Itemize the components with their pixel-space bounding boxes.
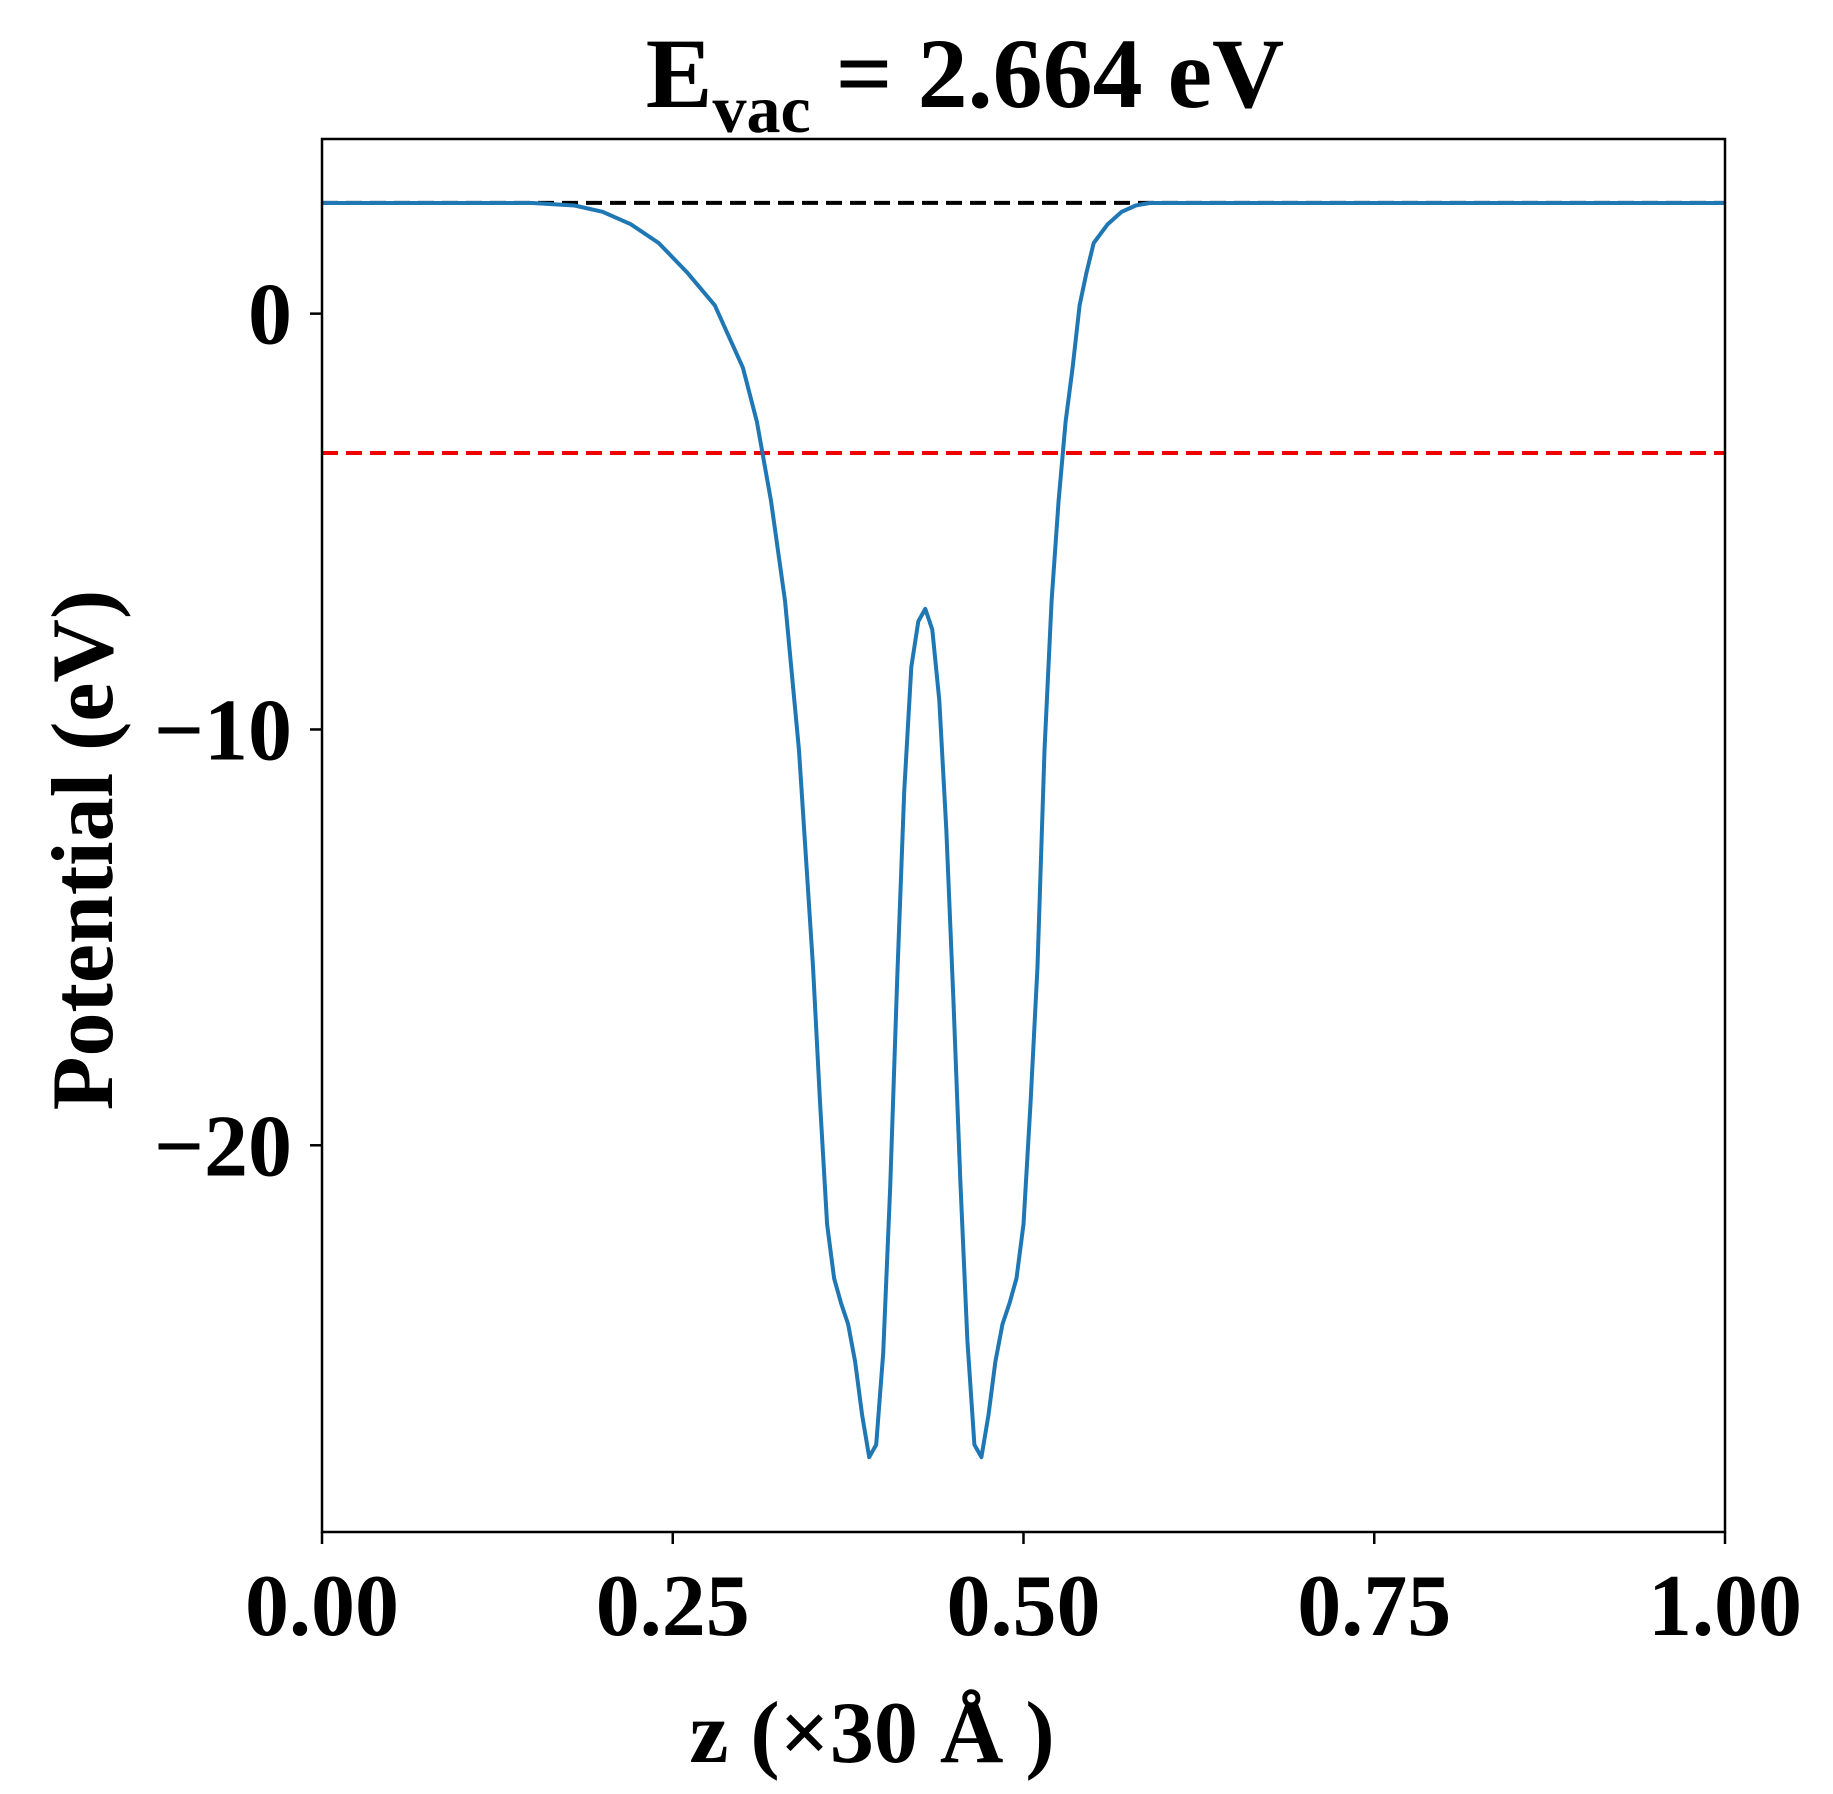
y-tick-label: −10	[154, 682, 292, 779]
x-tick-label: 0.50	[947, 1558, 1101, 1655]
x-tick-label: 0.75	[1297, 1558, 1451, 1655]
x-tick-label: 0.25	[596, 1558, 750, 1655]
x-tick-label: 1.00	[1648, 1558, 1802, 1655]
title-rest: = 2.664 eV	[811, 18, 1285, 129]
plot-frame	[320, 137, 1727, 1534]
chart-title: Evac = 2.664 eV	[646, 18, 1284, 147]
title-subscript: vac	[712, 71, 810, 147]
x-axis-label: z (×30 Å )	[689, 1685, 1054, 1782]
series-line	[322, 201, 1725, 1460]
y-axis-label: Potential (eV)	[35, 590, 132, 1110]
title-main: E	[646, 18, 713, 129]
y-tick-label: 0	[248, 267, 292, 364]
x-axis-ticks: 0.00 0.25 0.50 0.75 1.00	[245, 1532, 1802, 1655]
y-tick-label: −20	[154, 1098, 292, 1195]
x-tick-label: 0.00	[245, 1558, 399, 1655]
reference-lines	[322, 200, 1725, 455]
y-axis-ticks: 0 −10 −20	[154, 267, 322, 1195]
